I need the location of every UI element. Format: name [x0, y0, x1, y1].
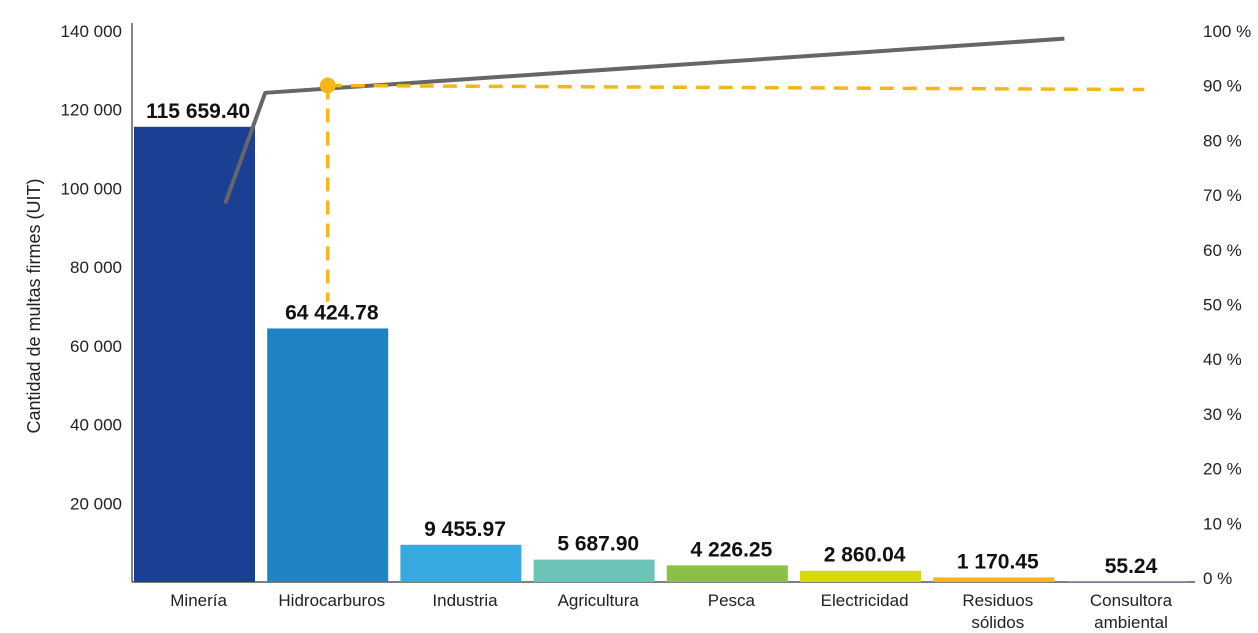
- y2-tick-label: 20 %: [1203, 460, 1242, 479]
- bar: [933, 577, 1054, 582]
- category-label: Electricidad: [821, 591, 909, 610]
- y-tick-label: 20 000: [70, 494, 122, 513]
- y2-tick-label: 0 %: [1203, 569, 1232, 588]
- y2-tick-label: 30 %: [1203, 405, 1242, 424]
- category-label: Pesca: [708, 591, 756, 610]
- y-tick-label: 40 000: [70, 416, 122, 435]
- y-tick-label: 60 000: [70, 337, 122, 356]
- data-label: 1 170.45: [957, 550, 1039, 573]
- bar: [134, 127, 255, 582]
- category-label: Agricultura: [558, 591, 640, 610]
- y2-tick-label: 80 %: [1203, 131, 1242, 150]
- bar: [667, 565, 788, 582]
- category-label: sólidos: [971, 613, 1024, 628]
- category-label: Hidrocarburos: [278, 591, 385, 610]
- data-label: 4 226.25: [691, 538, 773, 561]
- y-tick-label: 80 000: [70, 258, 122, 277]
- bar: [534, 560, 655, 582]
- y2-tick-label: 90 %: [1203, 77, 1242, 96]
- bar: [400, 545, 521, 582]
- cumulative-line: [225, 39, 1064, 204]
- data-label: 5 687.90: [557, 533, 639, 556]
- data-label: 115 659.40: [146, 100, 250, 123]
- category-label: Industria: [432, 591, 498, 610]
- y-tick-label: 140 000: [61, 22, 122, 41]
- data-label: 2 860.04: [824, 544, 906, 567]
- y2-tick-label: 70 %: [1203, 186, 1242, 205]
- data-label: 64 424.78: [285, 301, 379, 324]
- y2-tick-label: 10 %: [1203, 514, 1242, 533]
- threshold-horizontal-line: [328, 86, 1145, 90]
- y-tick-label: 120 000: [61, 101, 122, 120]
- y-axis-title: Cantidad de multas firmes (UIT): [24, 178, 44, 433]
- y2-tick-label: 50 %: [1203, 296, 1242, 315]
- category-label: ambiental: [1094, 613, 1168, 628]
- threshold-marker: [320, 78, 336, 94]
- y-tick-label: 100 000: [61, 179, 122, 198]
- y2-tick-label: 40 %: [1203, 350, 1242, 369]
- category-label: Consultora: [1090, 591, 1173, 610]
- data-label: 55.24: [1105, 555, 1158, 578]
- bar: [267, 328, 388, 582]
- category-label: Residuos: [962, 591, 1033, 610]
- category-label: Minería: [170, 591, 227, 610]
- y2-tick-label: 60 %: [1203, 241, 1242, 260]
- data-label: 9 455.97: [424, 518, 506, 541]
- y2-tick-label: 100 %: [1203, 22, 1251, 41]
- bar: [800, 571, 921, 582]
